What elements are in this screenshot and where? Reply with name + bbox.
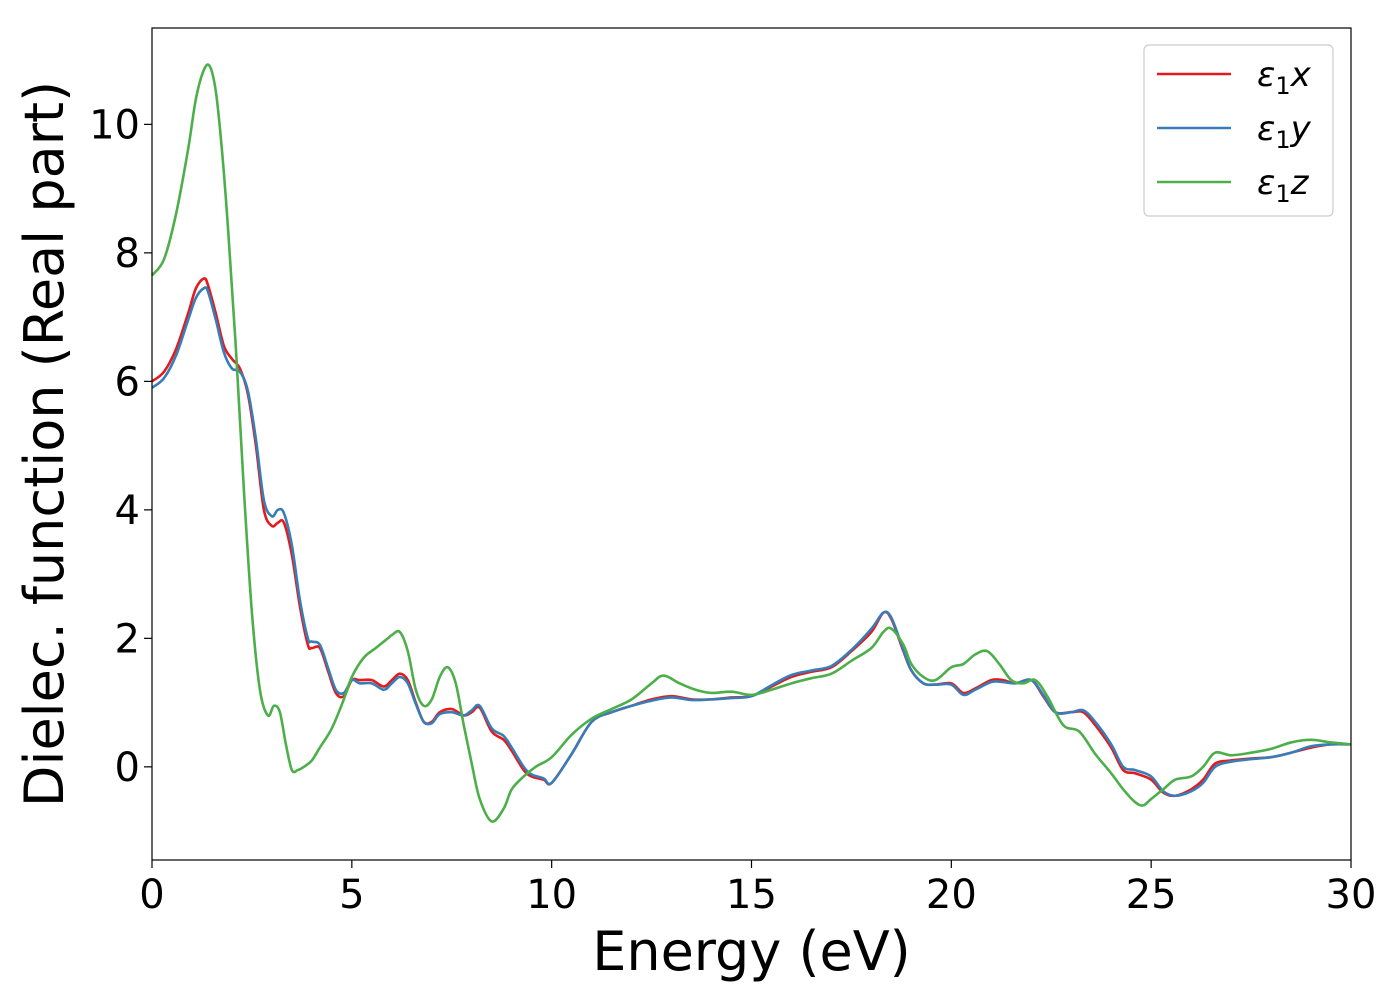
legend-label: ε1z [1257,163,1310,208]
y-tick-label: 4 [115,488,140,534]
legend-label: ε1y [1257,109,1312,154]
y-tick-label: 2 [115,616,140,662]
x-tick-label: 20 [926,872,977,918]
y-tick-label: 6 [115,359,140,405]
x-tick-label: 5 [339,872,364,918]
series-line-3 [150,63,1352,823]
x-tick-label: 25 [1126,872,1177,918]
y-tick-label: 0 [115,745,140,791]
x-tick-label: 10 [526,872,577,918]
legend-box [1143,44,1334,217]
y-tick-label: 10 [89,102,140,148]
x-axis-ticks: 0 5 10 15 20 25 30 [139,860,1376,918]
y-tick-label: 8 [115,231,140,277]
x-tick-label: 15 [726,872,777,918]
x-tick-label: 30 [1326,872,1377,918]
legend-label: ε1x [1257,55,1312,100]
x-axis-title: Energy (eV) [592,920,911,983]
y-axis-ticks: 0 2 4 6 8 10 [89,102,152,791]
legend: ε1x ε1y ε1z [1143,44,1334,217]
series-line-2 [151,286,1352,798]
series-lines [150,63,1352,823]
y-axis-title: Dielec. function (Real part) [13,81,76,807]
x-tick-label: 0 [139,872,164,918]
